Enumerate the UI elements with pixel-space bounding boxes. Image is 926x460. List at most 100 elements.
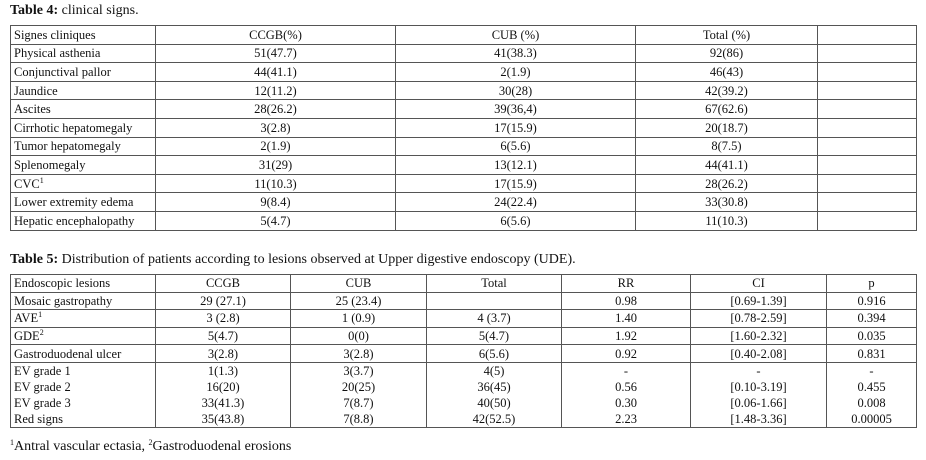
- footnote-sup-1: 1: [10, 438, 14, 447]
- cell-text: 12(11.2): [254, 83, 297, 98]
- cell-text: Mosaic gastropathy: [14, 293, 113, 308]
- group-line: 1(1.3): [207, 363, 239, 378]
- table-row: Splenomegaly 31(29) 13(12.1) 44(41.1): [10, 155, 917, 175]
- table4-value-cell: 30(28): [395, 80, 636, 101]
- table-row: Lower extremity edema 9(8.4) 24(22.4) 33(30…: [10, 192, 917, 212]
- table5-lesion-cell: Gastroduodenal ulcer: [10, 344, 156, 363]
- table4-sign-cell: Hepatic encephalopathy: [10, 210, 156, 231]
- table4-value-cell: [817, 192, 917, 212]
- table5-value-cell: 5(4.7): [155, 326, 291, 346]
- table-row: Gastroduodenal ulcer 3(2.8) 3(2.8) 6(5.6) 0.…: [10, 344, 917, 363]
- cell-text: 0.831: [857, 346, 886, 361]
- cell-text: 17(15.9): [494, 120, 537, 135]
- cell-text: 1.92: [615, 329, 637, 344]
- table-row: AVE1 3 (2.8) 1 (0.9) 4 (3.7) 1.40 [0.78-2.59]…: [10, 309, 917, 328]
- table4-sign-cell: Physical asthenia: [10, 43, 156, 64]
- table4-sign-cell: Lower extremity edema: [10, 192, 156, 212]
- table4-value-cell: 44(41.1): [155, 62, 396, 82]
- cell-text: [0.78-2.59]: [730, 311, 787, 326]
- cell-text: 31(29): [258, 157, 293, 172]
- table5-caption-label: Table 5:: [10, 252, 59, 267]
- cell-text: 25 (23.4): [335, 293, 382, 308]
- cell-text: Jaundice: [14, 83, 58, 98]
- table5-header-cell: CCGB: [155, 274, 291, 293]
- cell-text: 0.394: [857, 311, 886, 326]
- table4-value-cell: [817, 62, 917, 82]
- group-line: EV grade 2: [14, 379, 71, 394]
- group-line: 33(41.3): [201, 395, 245, 410]
- table4-value-cell: 13(12.1): [395, 155, 636, 175]
- group-line: -: [623, 363, 629, 378]
- table4-value-cell: 67(62.6): [635, 99, 818, 119]
- table5-header-cell: p: [826, 274, 917, 293]
- table4-header-cell: Signes cliniques: [10, 25, 156, 45]
- cell-text: 4 (3.7): [477, 311, 511, 326]
- table5-group-cell: 4(5) 36(45) 40(50) 42(52.5): [426, 361, 562, 428]
- cell-text: 1 (0.9): [341, 311, 376, 326]
- group-line: 4(5): [483, 363, 505, 378]
- group-line: -: [869, 363, 874, 378]
- table4-value-cell: 2(1.9): [155, 136, 396, 157]
- cell-text: 0.035: [857, 329, 886, 344]
- table5-header-cell: Total: [426, 274, 562, 293]
- table4-value-cell: 51(47.7): [155, 43, 396, 64]
- cell-text: 29 (27.1): [200, 293, 246, 308]
- cell-text: 1.40: [615, 311, 637, 326]
- table-row: Cirrhotic hepatomegaly 3(2.8) 17(15.9) 20(1…: [10, 117, 917, 138]
- table4-caption-text: clinical signs.: [58, 3, 139, 18]
- table5-value-cell: 3 (2.8): [155, 309, 291, 328]
- group-line: [0.06-1.66]: [730, 395, 787, 410]
- table5-caption-text: Distribution of patients according to le…: [58, 252, 576, 267]
- table4-value-cell: 44(41.1): [635, 155, 818, 175]
- table5-value-cell: 1.40: [561, 309, 691, 328]
- table5-endoscopic-lesions: Endoscopic lesions CCGB CUB Total RR CI p Mosai…: [10, 274, 917, 428]
- table5-header-cell: RR: [561, 274, 691, 293]
- footnote-text-1: Antral vascular ectasia,: [14, 439, 149, 454]
- table4-header-cell: CUB (%): [395, 25, 636, 45]
- table5-value-cell: 5(4.7): [426, 326, 562, 346]
- table4-value-cell: 6(5.6): [395, 210, 636, 231]
- cell-text: 3(2.8): [343, 346, 374, 361]
- table5-lesion-cell: GDE2: [10, 326, 156, 346]
- cell-text: 46(43): [709, 64, 744, 79]
- cell-text: 0(0): [348, 329, 369, 344]
- cell-text: 5(4.7): [207, 329, 239, 344]
- table4-sign-cell: CVC1: [10, 173, 156, 194]
- table4-clinical-signs: Signes cliniques CCGB(%) CUB (%) Total (%) P…: [10, 25, 917, 231]
- group-line: 7(8.8): [343, 411, 374, 426]
- cell-text: 51(47.7): [254, 46, 297, 61]
- table4-value-cell: [817, 210, 917, 231]
- table5-value-cell: 1 (0.9): [290, 309, 427, 328]
- table4-caption-label: Table 4:: [10, 3, 59, 18]
- group-line: 16(20): [206, 379, 240, 394]
- table5-value-cell: [1.60-2.32]: [690, 326, 827, 346]
- table5-value-cell: 0.916: [826, 291, 917, 311]
- cell-text: Splenomegaly: [14, 157, 86, 172]
- table5-group-cell: -0.455 0.008 0.00005: [826, 361, 917, 428]
- cell-text: 39(36,4): [494, 102, 537, 117]
- cell-text: 44(41.1): [705, 157, 748, 172]
- table4-value-cell: 46(43): [635, 62, 818, 82]
- table4-value-cell: [817, 173, 917, 194]
- cell-text: 3 (2.8): [206, 311, 240, 326]
- table4-value-cell: 33(30.8): [635, 192, 818, 212]
- table4-value-cell: 92(86): [635, 43, 818, 64]
- table5-header-cell: CUB: [290, 274, 427, 293]
- cell-text: Conjunctival pallor: [14, 64, 111, 79]
- table4-value-cell: 9(8.4): [155, 192, 396, 212]
- table4-value-cell: 39(36,4): [395, 99, 636, 119]
- group-line: 0.008: [857, 395, 886, 410]
- group-line: 20(25): [341, 379, 376, 394]
- table5-group-cell: EV grade 1 EV grade 2 EV grade 3 Red signs: [10, 361, 156, 428]
- cell-text: Ascites: [14, 102, 51, 117]
- table5-footnote: 1Antral vascular ectasia, 2Gastroduodena…: [10, 439, 291, 455]
- footnote-text-2: Gastroduodenal erosions: [152, 439, 292, 454]
- table4-value-cell: 8(7.5): [635, 136, 818, 157]
- table5-value-cell: 0(0): [290, 326, 427, 346]
- table4-value-cell: 12(11.2): [155, 80, 396, 101]
- group-line: EV grade 1: [14, 363, 71, 378]
- table4-value-cell: [817, 117, 917, 138]
- group-line: 7(8.7): [343, 395, 374, 410]
- table4-value-cell: 11(10.3): [155, 173, 396, 194]
- cell-text: 28(26.2): [254, 102, 297, 117]
